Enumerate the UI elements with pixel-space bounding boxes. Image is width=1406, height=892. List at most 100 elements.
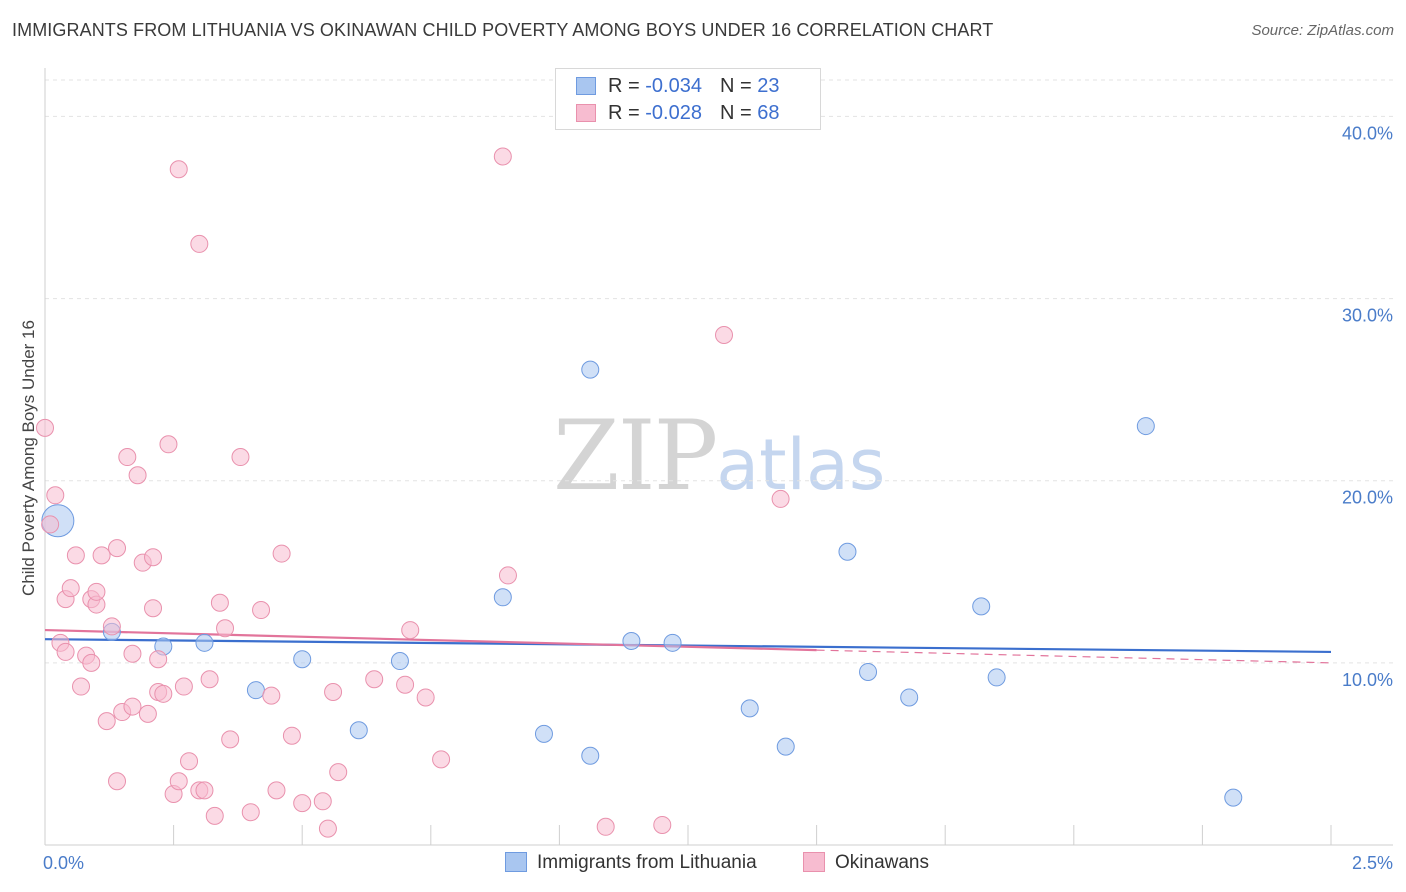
point-okinawans xyxy=(169,160,188,179)
point-okinawans xyxy=(396,675,415,694)
point-okinawans xyxy=(144,548,163,567)
point-okinawans xyxy=(108,772,127,791)
point-okinawans xyxy=(493,147,512,166)
y-tick-label: 20.0% xyxy=(1342,488,1393,508)
point-okinawans xyxy=(293,794,312,813)
legend-swatch-lithuania xyxy=(576,77,596,95)
axes xyxy=(44,68,1393,846)
point-lithuania xyxy=(581,360,600,379)
point-okinawans xyxy=(174,677,193,696)
bottom-legend-swatch-okinawans xyxy=(803,852,825,872)
point-okinawans xyxy=(282,726,301,745)
point-okinawans xyxy=(313,792,332,811)
point-okinawans xyxy=(169,772,188,791)
point-okinawans xyxy=(190,234,209,253)
point-okinawans xyxy=(92,546,111,565)
trend-line-lithuania xyxy=(44,638,1332,654)
point-lithuania xyxy=(776,737,795,756)
point-okinawans xyxy=(365,670,384,689)
point-okinawans xyxy=(61,579,80,598)
point-lithuania xyxy=(622,632,641,650)
point-okinawans xyxy=(318,819,337,838)
trend-line-okinawans-extrapolated xyxy=(816,649,1332,664)
point-okinawans xyxy=(432,750,451,769)
point-okinawans xyxy=(118,448,137,467)
legend-swatch-okinawans xyxy=(576,104,596,122)
point-lithuania xyxy=(1224,788,1243,807)
point-okinawans xyxy=(123,697,142,716)
point-okinawans xyxy=(180,752,199,771)
bottom-legend-lithuania: Immigrants from Lithuania xyxy=(505,852,757,874)
point-okinawans xyxy=(82,653,101,672)
point-lithuania xyxy=(195,633,214,652)
legend-r-value: -0.034 xyxy=(645,75,702,97)
point-lithuania xyxy=(740,699,759,718)
point-okinawans xyxy=(108,539,127,558)
tick-labels: 10.0% 20.0% 30.0% 40.0% 0.0% 2.5% xyxy=(43,123,1393,873)
y-tick-label: 10.0% xyxy=(1342,670,1393,690)
point-okinawans xyxy=(200,670,219,689)
point-okinawans xyxy=(416,688,435,707)
point-okinawans xyxy=(324,683,343,701)
y-tick-label: 40.0% xyxy=(1342,123,1393,143)
point-okinawans xyxy=(771,489,790,508)
point-lithuania xyxy=(246,681,265,700)
point-lithuania xyxy=(1136,417,1155,436)
point-okinawans xyxy=(205,806,224,825)
point-okinawans xyxy=(149,650,168,669)
point-okinawans xyxy=(401,621,420,640)
point-okinawans xyxy=(154,684,173,703)
point-lithuania xyxy=(838,542,857,561)
point-lithuania xyxy=(390,652,409,671)
point-lithuania xyxy=(900,688,919,707)
bottom-legend-okinawans: Okinawans xyxy=(803,852,929,874)
point-okinawans xyxy=(87,582,106,601)
point-lithuania xyxy=(534,724,553,743)
x-tick-label: 0.0% xyxy=(43,853,84,873)
legend-n-label: N = xyxy=(719,102,758,124)
trend-line-okinawans xyxy=(44,628,817,652)
point-okinawans xyxy=(102,617,121,636)
y-tick-label: 30.0% xyxy=(1342,306,1393,326)
data-points xyxy=(36,147,1243,838)
point-lithuania xyxy=(859,662,878,681)
point-okinawans xyxy=(241,803,260,822)
point-okinawans xyxy=(195,781,214,800)
chart-title: IMMIGRANTS FROM LITHUANIA VS OKINAWAN CH… xyxy=(12,20,994,40)
point-okinawans xyxy=(41,515,60,534)
bottom-legend-label-lithuania: Immigrants from Lithuania xyxy=(537,852,757,873)
legend-n-value: 23 xyxy=(757,75,780,97)
point-okinawans xyxy=(216,619,235,638)
point-lithuania xyxy=(493,588,512,607)
chart-source: Source: ZipAtlas.com xyxy=(1251,22,1394,39)
watermark: ZIPatlas xyxy=(553,400,885,512)
point-okinawans xyxy=(97,712,116,731)
point-okinawans xyxy=(210,593,229,612)
x-tick-label: 2.5% xyxy=(1352,853,1393,873)
point-okinawans xyxy=(36,418,54,437)
point-okinawans xyxy=(66,546,85,565)
legend-n-label: N = xyxy=(719,75,758,97)
trend-lines xyxy=(44,628,1332,664)
watermark-atlas: atlas xyxy=(716,424,886,506)
point-okinawans xyxy=(596,817,615,836)
point-lithuania xyxy=(293,650,312,669)
legend-r-label: R = xyxy=(608,75,646,97)
point-okinawans xyxy=(262,686,281,705)
point-okinawans xyxy=(159,435,178,454)
point-okinawans xyxy=(715,326,734,344)
point-lithuania xyxy=(663,633,682,652)
stats-legend: R = -0.034 N = 23 R = -0.028 N = 68 xyxy=(555,68,821,130)
legend-row-lithuania: R = -0.034 N = 23 xyxy=(576,75,779,101)
point-okinawans xyxy=(267,781,286,800)
legend-row-okinawans: R = -0.028 N = 68 xyxy=(576,102,779,128)
point-okinawans xyxy=(123,644,142,663)
point-okinawans xyxy=(138,704,157,723)
point-lithuania xyxy=(349,721,368,740)
point-okinawans xyxy=(231,448,250,467)
point-okinawans xyxy=(252,601,271,620)
point-lithuania xyxy=(972,597,991,616)
bottom-legend-label-okinawans: Okinawans xyxy=(835,852,929,873)
legend-r-value: -0.028 xyxy=(645,102,702,124)
